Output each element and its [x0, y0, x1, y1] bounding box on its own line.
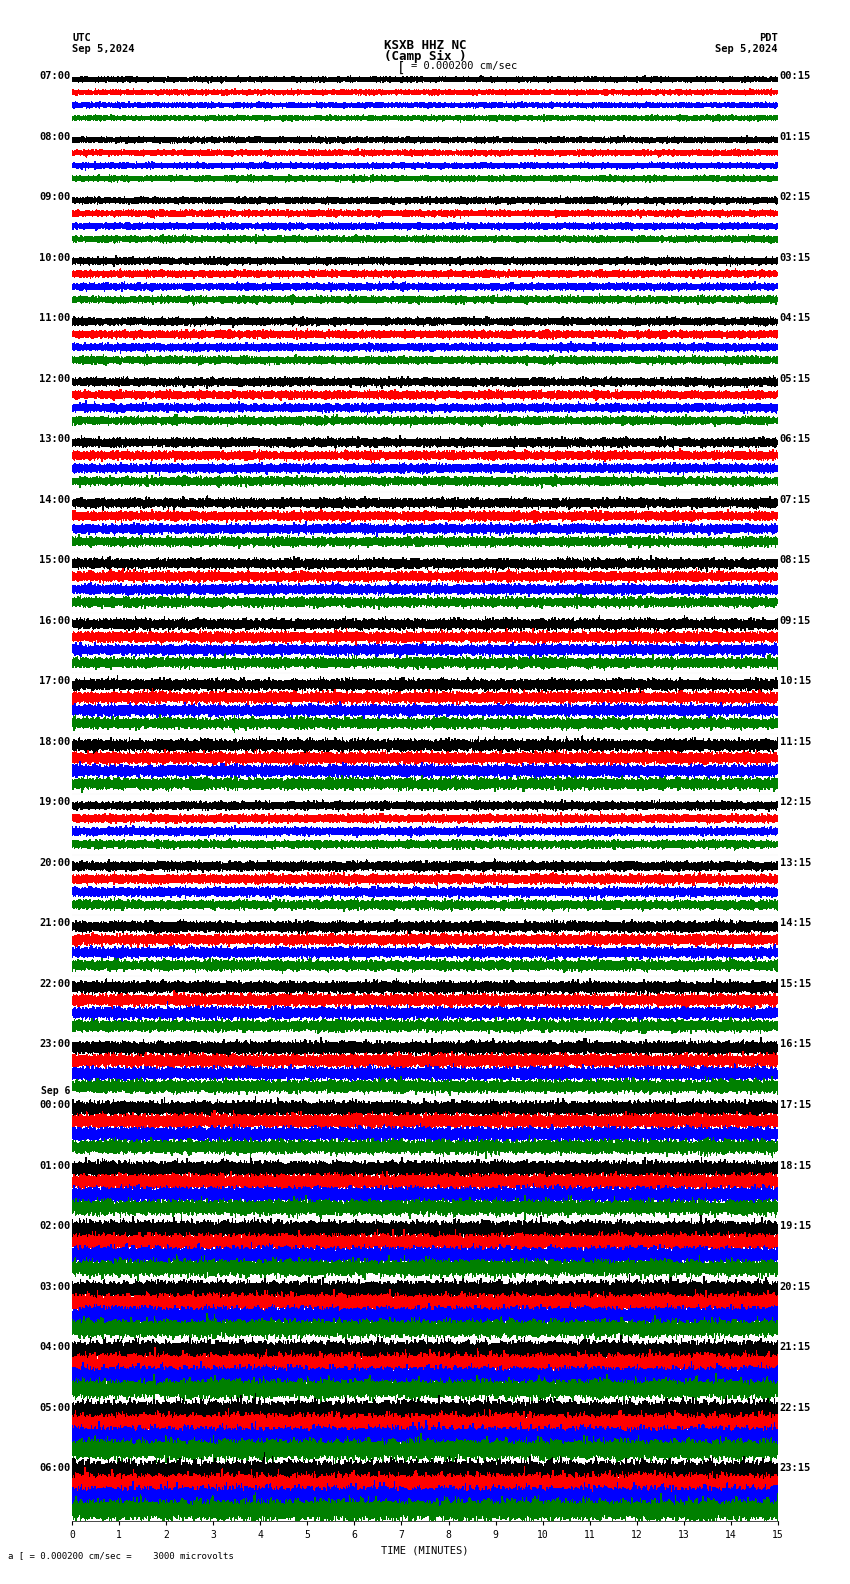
Text: 18:15: 18:15 [779, 1161, 811, 1171]
Text: 19:15: 19:15 [779, 1221, 811, 1231]
Text: 13:15: 13:15 [779, 859, 811, 868]
Text: 20:15: 20:15 [779, 1281, 811, 1291]
Text: 15:00: 15:00 [39, 556, 71, 565]
Text: 23:15: 23:15 [779, 1464, 811, 1473]
Text: (Camp Six ): (Camp Six ) [383, 49, 467, 63]
Text: [: [ [397, 60, 405, 74]
Text: Sep 5,2024: Sep 5,2024 [72, 44, 135, 54]
Text: 01:00: 01:00 [39, 1161, 71, 1171]
Text: 10:15: 10:15 [779, 676, 811, 686]
Text: 08:15: 08:15 [779, 556, 811, 565]
Text: 12:00: 12:00 [39, 374, 71, 383]
Text: 21:15: 21:15 [779, 1342, 811, 1353]
Text: 11:00: 11:00 [39, 314, 71, 323]
Text: PDT: PDT [759, 33, 778, 43]
Text: a [ = 0.000200 cm/sec =    3000 microvolts: a [ = 0.000200 cm/sec = 3000 microvolts [8, 1551, 235, 1560]
Text: Sep 6: Sep 6 [41, 1085, 71, 1096]
Text: 05:15: 05:15 [779, 374, 811, 383]
Text: 00:15: 00:15 [779, 71, 811, 81]
Text: 11:15: 11:15 [779, 737, 811, 748]
Text: 10:00: 10:00 [39, 253, 71, 263]
Text: 15:15: 15:15 [779, 979, 811, 988]
Text: Sep 5,2024: Sep 5,2024 [715, 44, 778, 54]
Text: 12:15: 12:15 [779, 797, 811, 808]
Text: 17:00: 17:00 [39, 676, 71, 686]
Text: 16:15: 16:15 [779, 1039, 811, 1050]
Text: 14:00: 14:00 [39, 494, 71, 505]
Text: 17:15: 17:15 [779, 1099, 811, 1110]
Text: 02:15: 02:15 [779, 192, 811, 203]
Text: 16:00: 16:00 [39, 616, 71, 626]
Text: 07:00: 07:00 [39, 71, 71, 81]
Text: 09:00: 09:00 [39, 192, 71, 203]
Text: 04:00: 04:00 [39, 1342, 71, 1353]
Text: 08:00: 08:00 [39, 131, 71, 141]
Text: 06:00: 06:00 [39, 1464, 71, 1473]
Text: 18:00: 18:00 [39, 737, 71, 748]
Text: 22:00: 22:00 [39, 979, 71, 988]
Text: UTC: UTC [72, 33, 91, 43]
Text: 23:00: 23:00 [39, 1039, 71, 1050]
Text: 04:15: 04:15 [779, 314, 811, 323]
Text: 22:15: 22:15 [779, 1402, 811, 1413]
Text: 19:00: 19:00 [39, 797, 71, 808]
Text: = 0.000200 cm/sec: = 0.000200 cm/sec [411, 62, 517, 71]
Text: 21:00: 21:00 [39, 919, 71, 928]
Text: 05:00: 05:00 [39, 1402, 71, 1413]
Text: 13:00: 13:00 [39, 434, 71, 444]
Text: 20:00: 20:00 [39, 859, 71, 868]
Text: 06:15: 06:15 [779, 434, 811, 444]
Text: 01:15: 01:15 [779, 131, 811, 141]
Text: 00:00: 00:00 [39, 1099, 71, 1110]
Text: 14:15: 14:15 [779, 919, 811, 928]
Text: KSXB HHZ NC: KSXB HHZ NC [383, 38, 467, 52]
Text: 02:00: 02:00 [39, 1221, 71, 1231]
Text: 09:15: 09:15 [779, 616, 811, 626]
Text: 07:15: 07:15 [779, 494, 811, 505]
X-axis label: TIME (MINUTES): TIME (MINUTES) [382, 1546, 468, 1555]
Text: 03:15: 03:15 [779, 253, 811, 263]
Text: 03:00: 03:00 [39, 1281, 71, 1291]
